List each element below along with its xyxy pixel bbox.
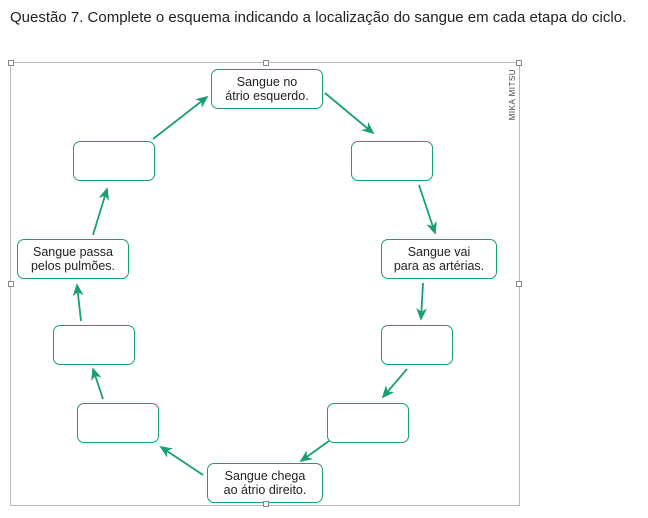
- cycle-node-right: Sangue vaipara as artérias.: [381, 239, 497, 279]
- arrow-sse-to-bottom: [301, 441, 329, 461]
- arrow-ne-to-right: [419, 185, 435, 233]
- selection-handle: [516, 281, 522, 287]
- cycle-node-top: Sangue noátrio esquerdo.: [211, 69, 323, 109]
- cycle-node-left: Sangue passapelos pulmões.: [17, 239, 129, 279]
- arrow-nw-to-top: [153, 97, 207, 139]
- cycle-node-bottom: Sangue chegaao átrio direito.: [207, 463, 323, 503]
- image-credit: MIKA MITSU: [508, 69, 517, 120]
- arrow-ssw-to-sw: [93, 369, 103, 399]
- selection-handle: [516, 60, 522, 66]
- arrow-right-to-se: [421, 283, 423, 319]
- arrow-sw-to-left: [77, 285, 81, 321]
- cycle-node-sw: [53, 325, 135, 365]
- cycle-node-sse: [327, 403, 409, 443]
- selection-handle: [263, 501, 269, 507]
- cycle-node-se: [381, 325, 453, 365]
- selection-handle: [8, 281, 14, 287]
- arrow-bottom-to-ssw: [161, 447, 203, 475]
- cycle-node-ssw: [77, 403, 159, 443]
- cycle-node-ne: [351, 141, 433, 181]
- arrow-left-to-nw: [93, 189, 107, 235]
- selection-handle: [8, 60, 14, 66]
- arrow-se-to-sse: [383, 369, 407, 397]
- cycle-node-nw: [73, 141, 155, 181]
- arrow-top-to-ne: [325, 93, 373, 133]
- cycle-diagram: MIKA MITSU Sangue noátrio esquerdo. Sangu…: [10, 62, 520, 506]
- selection-handle: [263, 60, 269, 66]
- question-text: Questão 7. Complete o esquema indicando …: [0, 0, 648, 32]
